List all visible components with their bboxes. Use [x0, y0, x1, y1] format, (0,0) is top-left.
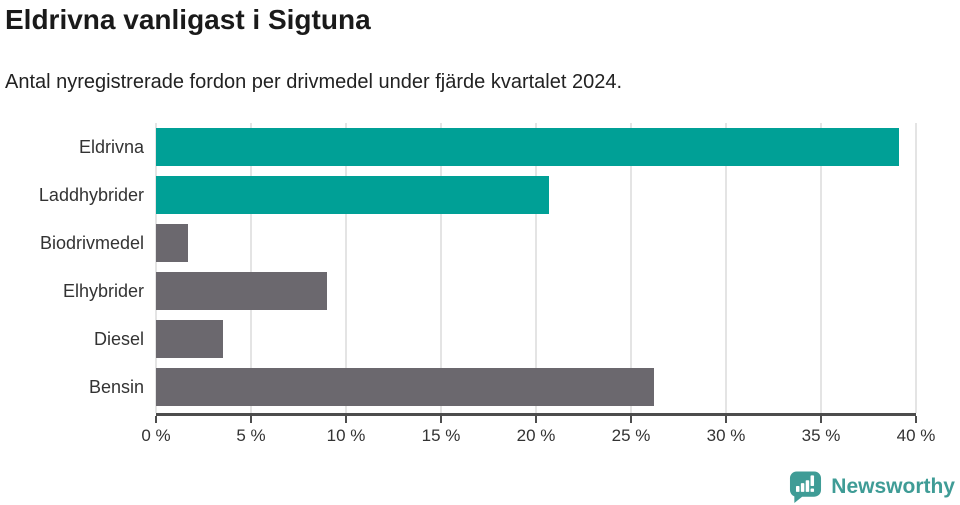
x-tick [535, 416, 537, 423]
category-label: Diesel [93, 328, 144, 349]
gridline [725, 123, 727, 413]
chart-title: Eldrivna vanligast i Sigtuna [5, 4, 371, 35]
gridline [345, 123, 347, 413]
x-tick-label: 15 % [421, 426, 461, 445]
gridline [535, 123, 537, 413]
x-tick [915, 416, 917, 423]
x-tick [820, 416, 822, 423]
category-label: Biodrivmedel [39, 232, 144, 253]
x-tick-label: 25 % [611, 426, 651, 445]
gridline [440, 123, 442, 413]
x-tick-label: 10 % [326, 426, 366, 445]
chart-subtitle: Antal nyregistrerade fordon per drivmede… [5, 71, 623, 93]
x-tick [155, 416, 157, 423]
x-tick-label: 0 % [141, 426, 171, 445]
bar [156, 272, 327, 310]
x-axis: 0 % 5 % 10 % 15 % 20 % 25 % 30 % 35 % 40 % [141, 416, 935, 454]
x-tick [345, 416, 347, 423]
bar [156, 176, 550, 214]
gridline [820, 123, 822, 413]
plot-area [155, 123, 917, 416]
gridline [915, 123, 917, 413]
gridline [630, 123, 632, 413]
category-label: Bensin [88, 376, 144, 397]
x-tick [440, 416, 442, 423]
x-tick [725, 416, 727, 423]
newsworthy-logo-icon [790, 471, 822, 504]
x-tick-label: 20 % [516, 426, 556, 445]
x-tick-label: 35 % [801, 426, 841, 445]
bar [156, 320, 223, 358]
gridline [155, 123, 157, 413]
gridline [250, 123, 252, 413]
category-label: Laddhybrider [38, 184, 144, 205]
bar [156, 368, 654, 406]
newsworthy-logo-text: Newsworthy [831, 475, 955, 498]
newsworthy-logo: Newsworthy [789, 470, 955, 504]
x-tick [250, 416, 252, 423]
x-tick-label: 5 % [236, 426, 266, 445]
category-label: Elhybrider [62, 280, 144, 301]
x-tick-label: 30 % [706, 426, 746, 445]
x-tick-label: 40 % [896, 426, 936, 445]
category-label: Eldrivna [78, 136, 144, 157]
x-tick [630, 416, 632, 423]
bar [156, 128, 899, 166]
bar [156, 224, 189, 262]
y-axis-labels: Eldrivna Laddhybrider Biodrivmedel Elhybrid… [0, 123, 144, 411]
